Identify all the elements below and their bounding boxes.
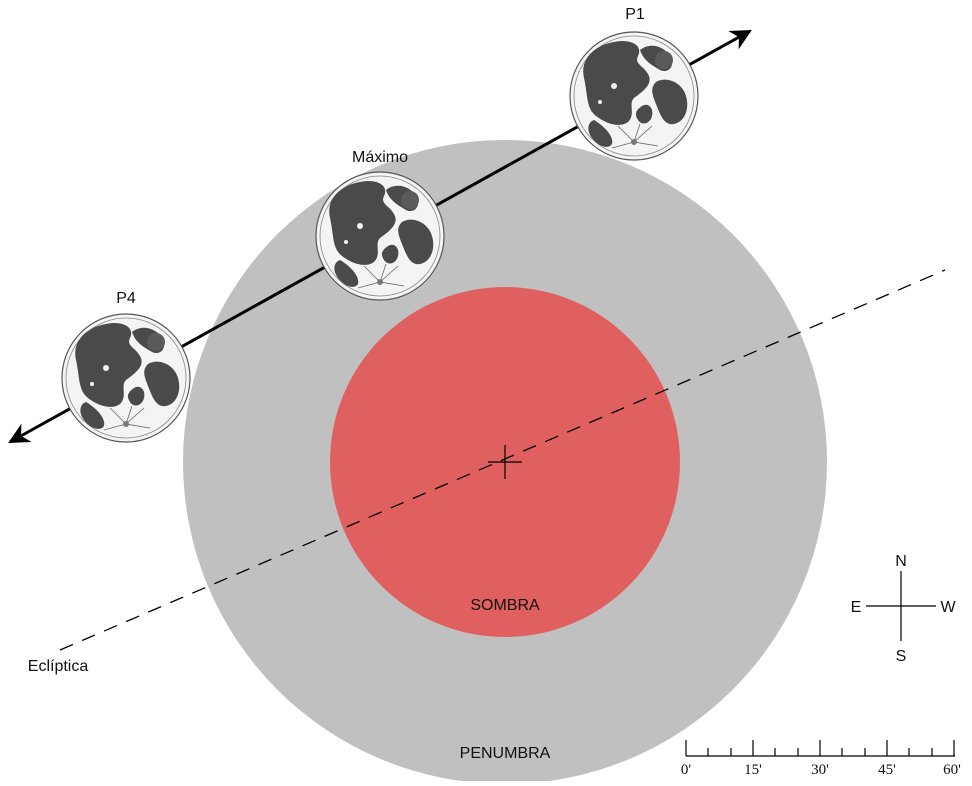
label-umbra: SOMBRA bbox=[470, 597, 540, 614]
moon-p1 bbox=[569, 31, 699, 161]
scale-tick-30: 30' bbox=[811, 762, 829, 778]
compass-north: N bbox=[895, 553, 907, 570]
label-p1: P1 bbox=[625, 6, 645, 23]
scale-tick-15: 15' bbox=[744, 762, 762, 778]
label-penumbra: PENUMBRA bbox=[460, 745, 551, 762]
scale-tick-0: 0' bbox=[681, 762, 692, 778]
scale-tick-60: 60' bbox=[943, 762, 961, 778]
scale-bar bbox=[685, 740, 955, 757]
moon-maximum bbox=[315, 171, 445, 301]
shadow-center-cross bbox=[488, 445, 522, 479]
moon-p4 bbox=[61, 313, 191, 443]
ecliptic-line bbox=[59, 269, 946, 651]
compass-east: E bbox=[851, 599, 862, 616]
label-p4: P4 bbox=[116, 290, 136, 307]
compass-south: S bbox=[896, 648, 907, 665]
label-ecliptic: Eclíptica bbox=[28, 658, 89, 675]
scale-tick-45: 45' bbox=[878, 762, 896, 778]
label-maximum: Máximo bbox=[352, 149, 408, 166]
compass-west: W bbox=[940, 599, 956, 616]
compass: N S E W bbox=[851, 553, 957, 665]
